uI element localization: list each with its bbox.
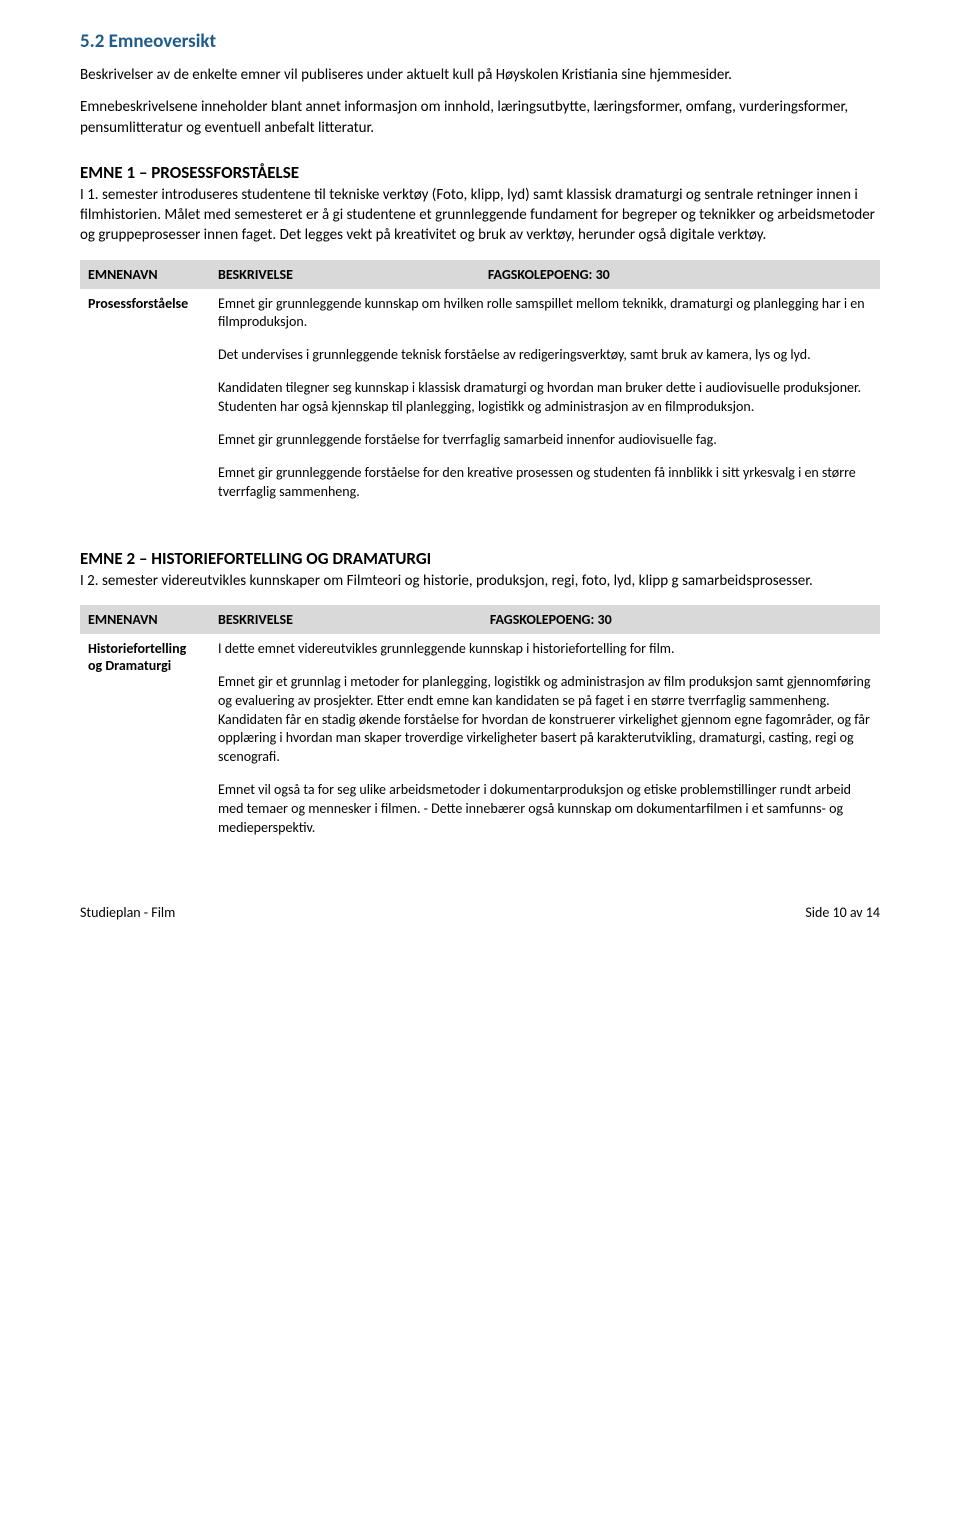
table-header-poeng: FAGSKOLEPOENG: 30 [482,605,880,634]
footer-left: Studieplan - Film [80,904,175,921]
table-row: Historiefortelling og Dramaturgi I dette… [80,634,880,844]
emne1-desc-p5: Emnet gir grunnleggende forståelse for d… [218,464,872,502]
table-header-emnenavn: EMNENAVN [80,260,210,289]
emne1-intro: I 1. semester introduseres studentene ti… [80,185,880,246]
emne2-navn: Historiefortelling og Dramaturgi [80,634,210,844]
footer-right: Side 10 av 14 [805,904,880,921]
table-header-poeng: FAGSKOLEPOENG: 30 [480,260,880,289]
section-heading: 5.2 Emneoversikt [80,30,880,53]
emne1-table: EMNENAVN BESKRIVELSE FAGSKOLEPOENG: 30 P… [80,260,880,508]
table-row: Prosessforståelse Emnet gir grunnleggend… [80,289,880,508]
emne2-description-cell: I dette emnet videreutvikles grunnleggen… [210,634,880,844]
table-header-beskrivelse: BESKRIVELSE [210,605,482,634]
table-header-emnenavn: EMNENAVN [80,605,210,634]
table-header-beskrivelse: BESKRIVELSE [210,260,480,289]
emne1-desc-p3: Kandidaten tilegner seg kunnskap i klass… [218,379,872,417]
emne2-heading: EMNE 2 – HISTORIEFORTELLING OG DRAMATURG… [80,548,880,569]
intro-paragraph-1: Beskrivelser av de enkelte emner vil pub… [80,65,880,85]
emne1-desc-p4: Emnet gir grunnleggende forståelse for t… [218,431,872,450]
emne1-desc-p1: Emnet gir grunnleggende kunnskap om hvil… [218,295,872,333]
emne2-intro: I 2. semester videreutvikles kunnskaper … [80,571,880,591]
emne2-desc-p3: Emnet vil også ta for seg ulike arbeidsm… [218,781,872,838]
emne1-navn: Prosessforståelse [80,289,210,508]
emne2-desc-p1: I dette emnet videreutvikles grunnleggen… [218,640,872,659]
emne1-heading: EMNE 1 – PROSESSFORSTÅELSE [80,162,880,183]
emne2-table: EMNENAVN BESKRIVELSE FAGSKOLEPOENG: 30 H… [80,605,880,844]
intro-paragraph-2: Emnebeskrivelsene inneholder blant annet… [80,97,880,138]
emne1-description-cell: Emnet gir grunnleggende kunnskap om hvil… [210,289,880,508]
emne2-desc-p2: Emnet gir et grunnlag i metoder for plan… [218,673,872,767]
emne1-desc-p2: Det undervises i grunnleggende teknisk f… [218,346,872,365]
page-footer: Studieplan - Film Side 10 av 14 [80,904,880,921]
